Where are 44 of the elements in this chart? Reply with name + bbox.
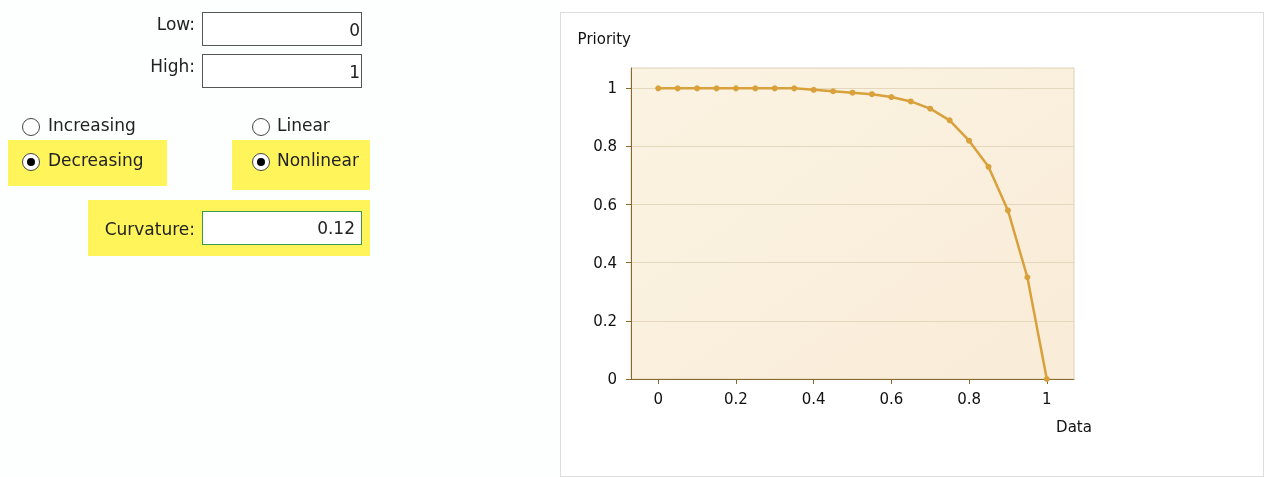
point xyxy=(985,163,992,170)
point xyxy=(907,98,914,105)
y-tick-label: 0.2 xyxy=(593,311,617,330)
point xyxy=(888,94,895,101)
point xyxy=(946,117,953,124)
y-tick-label: 0.8 xyxy=(593,137,617,156)
text: 0 xyxy=(349,20,360,40)
point xyxy=(868,91,875,98)
text: Low: xyxy=(156,14,195,34)
y-axis-title: Priority xyxy=(577,29,632,48)
x-axis-title: Data xyxy=(1056,417,1092,436)
x-tick-label: 0.6 xyxy=(879,389,904,408)
text: 0.12 xyxy=(317,218,355,238)
text: Curvature: xyxy=(104,219,195,239)
text: Increasing xyxy=(48,115,136,135)
point xyxy=(927,105,934,112)
text: Nonlinear xyxy=(277,150,359,170)
point xyxy=(1004,207,1011,214)
point xyxy=(1024,274,1031,281)
text: Decreasing xyxy=(48,150,144,170)
x-tick-label: 0 xyxy=(653,389,663,408)
point xyxy=(655,85,662,92)
x-tick-label: 0.8 xyxy=(957,389,982,408)
point xyxy=(732,85,739,92)
point xyxy=(791,85,798,92)
x-tick-label: 0.4 xyxy=(801,389,826,408)
point xyxy=(771,85,778,92)
point xyxy=(674,85,681,92)
x-tick-label: 0.2 xyxy=(723,389,748,408)
point xyxy=(810,86,817,93)
text: High: xyxy=(150,56,195,76)
point xyxy=(1043,376,1050,382)
point xyxy=(966,137,973,144)
x-tick-label: 1 xyxy=(1042,389,1052,408)
y-tick-label: 1 xyxy=(607,79,617,98)
point xyxy=(830,88,837,95)
point xyxy=(694,85,701,92)
y-tick-label: 0.4 xyxy=(593,253,617,272)
text: 1 xyxy=(349,62,360,82)
point xyxy=(752,85,759,92)
y-tick-label: 0 xyxy=(607,370,617,388)
y-tick-label: 0.6 xyxy=(593,195,617,214)
point xyxy=(849,89,856,96)
text: Linear xyxy=(277,115,330,135)
